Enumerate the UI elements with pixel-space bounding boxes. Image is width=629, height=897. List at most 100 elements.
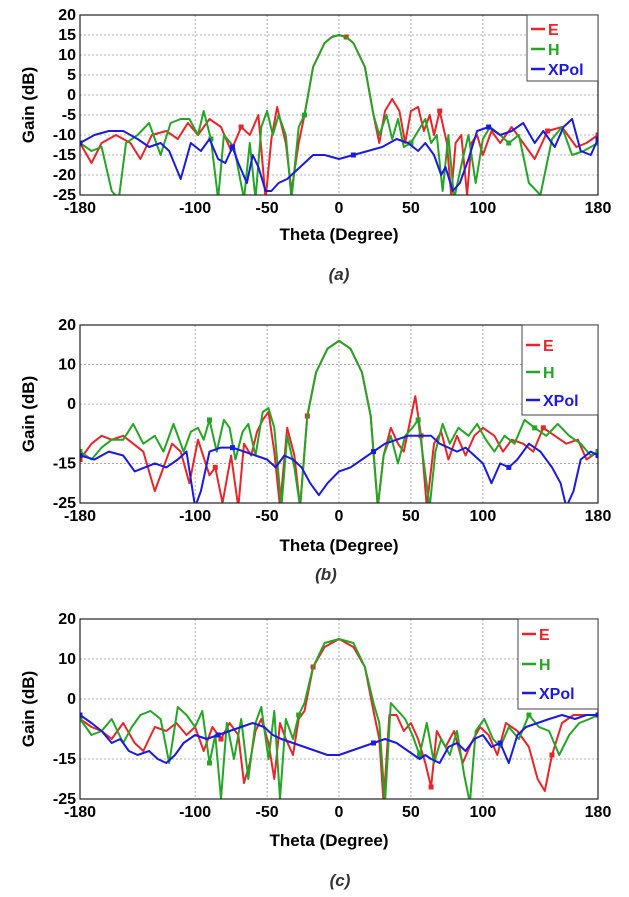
caption-b: (b) (315, 565, 337, 584)
y-axis-title-b: Gain (dB) (19, 376, 38, 453)
data-point-e (428, 784, 434, 790)
series-line-h-c (80, 638, 598, 799)
legend-label-xpol-c: XPol (539, 686, 575, 703)
data-point-h (417, 752, 423, 758)
y-tick-label: 0 (67, 87, 76, 104)
data-point-e (212, 464, 218, 470)
y-tick-label: -5 (62, 107, 76, 124)
legend-label-e-a: E (548, 22, 559, 39)
y-tick-label: 0 (67, 691, 76, 708)
data-point-h (595, 449, 598, 455)
y-tick-label: 0 (67, 396, 76, 413)
x-axis-title-b: Theta (Degree) (279, 536, 398, 555)
data-point-xpol (595, 712, 598, 718)
series-group-c (80, 638, 598, 799)
y-tick-label: 5 (67, 67, 76, 84)
legend-label-e-c: E (539, 627, 550, 644)
data-point-e (549, 752, 555, 758)
data-point-xpol (80, 140, 83, 146)
data-point-h (301, 112, 307, 118)
x-tick-label: 0 (335, 804, 344, 821)
data-point-xpol (595, 136, 598, 142)
data-point-xpol (215, 732, 221, 738)
data-point-h (415, 417, 421, 423)
data-point-h (80, 716, 83, 722)
y-axis-title-a: Gain (dB) (19, 67, 38, 144)
series-line-h-a (80, 34, 598, 195)
y-tick-label: -25 (53, 495, 76, 512)
x-tick-label: -180 (64, 200, 96, 217)
data-point-e (545, 128, 551, 134)
series-line-h-b (80, 339, 598, 503)
x-tick-label: -180 (64, 804, 96, 821)
x-tick-label: 180 (585, 508, 612, 525)
plot-area-a: -180 -100 -50 0 50 100 18020151050-5-10-15-20-… (53, 7, 612, 217)
series-line-xpol-b (80, 434, 598, 503)
data-point-e (595, 132, 598, 138)
data-point-xpol (371, 740, 377, 746)
data-point-xpol (595, 453, 598, 459)
caption-a: (a) (329, 265, 350, 284)
x-tick-label: -100 (179, 200, 211, 217)
data-point-xpol (497, 740, 503, 746)
legend-label-h-b: H (543, 365, 555, 382)
plot-frame-a (79, 14, 599, 196)
data-point-h (80, 449, 83, 455)
legend-label-h-c: H (539, 657, 551, 674)
panel-a: -180 -100 -50 0 50 100 18020151050-5-10-15-20-… (19, 7, 611, 284)
data-point-h (408, 140, 414, 146)
y-tick-label: 10 (58, 651, 76, 668)
y-tick-label: 15 (58, 27, 76, 44)
data-point-xpol (230, 445, 236, 451)
x-tick-label: 0 (335, 200, 344, 217)
x-tick-label: 50 (402, 200, 420, 217)
data-point-h (207, 760, 212, 766)
y-tick-label: -20 (53, 167, 76, 184)
x-tick-label: 100 (470, 508, 497, 525)
y-tick-label: -25 (53, 187, 76, 204)
x-tick-label: -180 (64, 508, 96, 525)
series-line-xpol-a (80, 118, 598, 192)
y-tick-label: 20 (58, 317, 76, 334)
y-tick-label: -15 (53, 147, 76, 164)
data-point-h (208, 136, 214, 142)
data-point-xpol (371, 449, 377, 455)
x-axis-title-a: Theta (Degree) (279, 225, 398, 244)
x-tick-label: 50 (402, 804, 420, 821)
x-tick-label: -50 (255, 200, 278, 217)
legend-label-h-a: H (548, 42, 560, 59)
data-point-e (238, 124, 244, 130)
data-point-h (296, 712, 302, 718)
y-tick-label: 20 (58, 7, 76, 24)
x-tick-label: 100 (470, 200, 497, 217)
legend-c: E H XPol (517, 618, 599, 710)
data-point-xpol (486, 124, 492, 130)
x-axis-title-c: Theta (Degree) (269, 831, 388, 850)
data-point-h (298, 504, 303, 509)
series-line-xpol-c (80, 714, 598, 764)
legend-b: E H XPol (521, 324, 599, 416)
data-point-xpol (350, 152, 356, 158)
y-tick-label: -15 (53, 751, 76, 768)
legend-label-xpol-b: XPol (543, 393, 579, 410)
caption-c: (c) (330, 871, 351, 890)
y-tick-label: -25 (53, 791, 76, 808)
legend-box-b (521, 324, 599, 416)
series-group-a (80, 34, 598, 195)
x-tick-label: -50 (255, 508, 278, 525)
data-point-xpol (506, 464, 512, 470)
data-point-xpol (230, 144, 236, 150)
x-tick-label: -100 (179, 804, 211, 821)
x-tick-label: -100 (179, 508, 211, 525)
y-tick-label: -15 (53, 455, 76, 472)
data-point-e (540, 425, 546, 431)
legend-a: E H XPol (526, 14, 599, 82)
y-tick-label: 20 (58, 611, 76, 628)
data-point-h (506, 140, 512, 146)
y-axis-title-c: Gain (dB) (19, 671, 38, 748)
